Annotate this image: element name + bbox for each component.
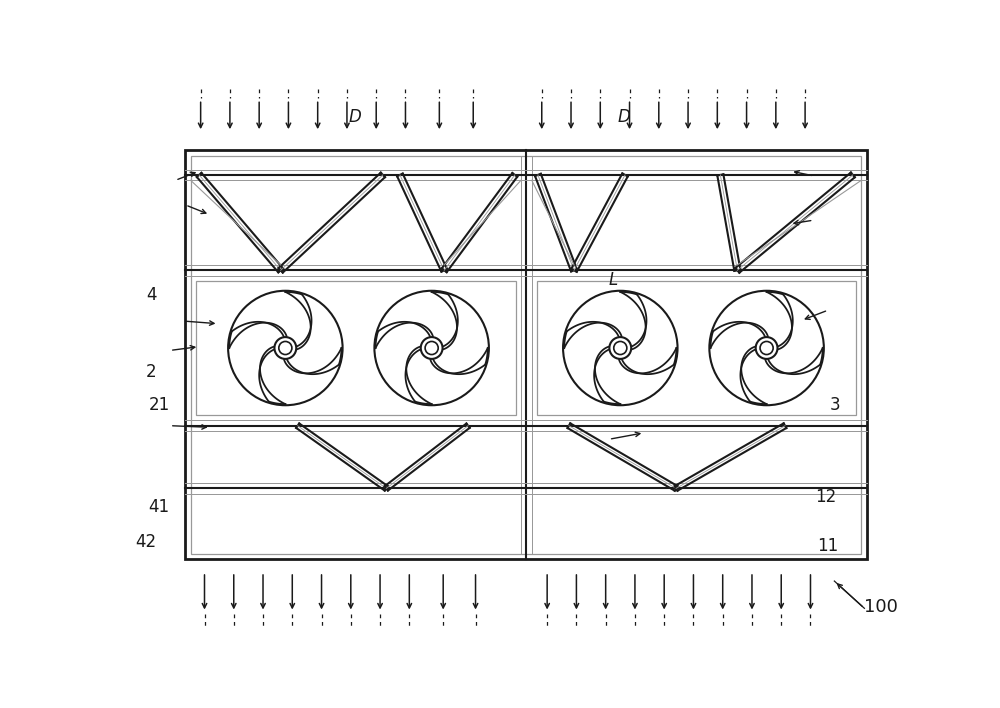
Text: D: D	[348, 108, 361, 125]
Text: 4: 4	[146, 286, 157, 304]
Text: L: L	[609, 271, 618, 289]
Text: 100: 100	[864, 598, 898, 616]
Text: 11: 11	[817, 537, 838, 554]
Text: 42: 42	[136, 533, 157, 551]
Text: 2: 2	[146, 363, 157, 382]
Circle shape	[760, 341, 773, 355]
Circle shape	[279, 341, 292, 355]
Bar	[196, 281, 516, 415]
Text: 12: 12	[815, 488, 836, 506]
Circle shape	[425, 341, 438, 355]
Circle shape	[614, 341, 627, 355]
Text: 41: 41	[149, 498, 170, 516]
Bar	[537, 281, 856, 415]
Text: 21: 21	[149, 396, 170, 414]
Bar	[185, 150, 867, 559]
Bar	[191, 156, 861, 554]
Text: 3: 3	[830, 396, 840, 414]
Text: D: D	[618, 108, 631, 125]
